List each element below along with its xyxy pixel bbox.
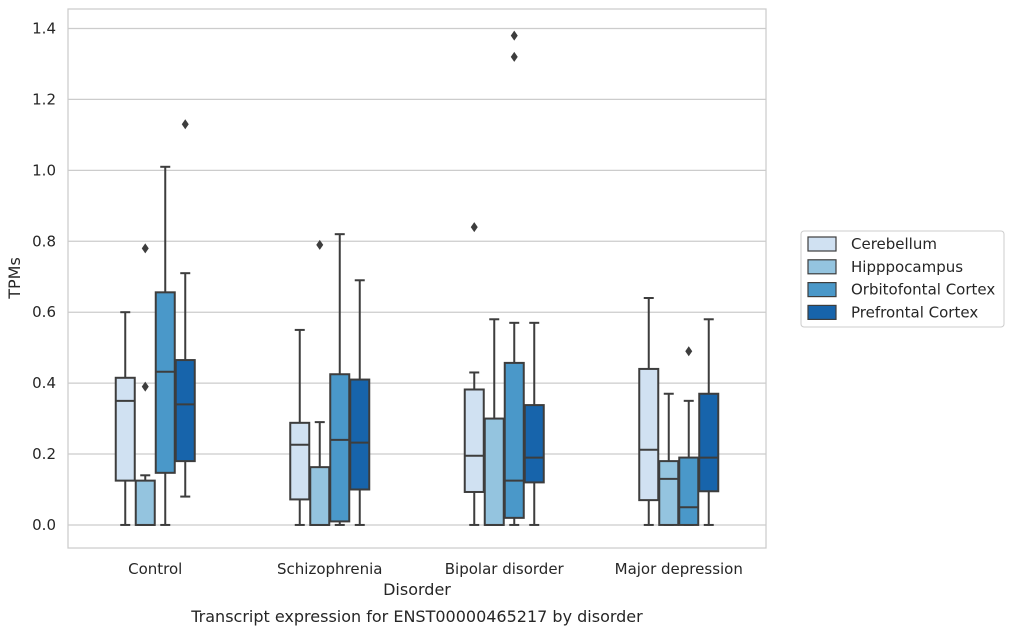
outlier-point xyxy=(181,119,189,130)
box xyxy=(698,392,720,493)
box xyxy=(349,378,371,491)
box xyxy=(114,376,136,482)
box xyxy=(329,373,351,523)
box xyxy=(174,359,196,463)
legend-label: Cerebellum xyxy=(851,235,937,253)
box xyxy=(523,404,545,484)
outlier-point xyxy=(141,243,149,254)
y-tick-label: 0.8 xyxy=(32,232,56,250)
plot-area-frame xyxy=(67,8,767,549)
y-axis-ticks: 0.0 0.2 0.4 0.6 0.8 1.0 1.2 1.4 xyxy=(32,20,56,534)
y-tick-label: 0.0 xyxy=(32,516,56,534)
box-group xyxy=(289,233,371,526)
box-groups xyxy=(114,30,720,526)
box xyxy=(463,388,485,493)
legend-swatch xyxy=(807,282,837,298)
box xyxy=(678,456,700,526)
box-group xyxy=(638,297,720,526)
y-tick-label: 1.4 xyxy=(32,20,56,38)
y-axis-title: TPMs xyxy=(5,257,24,300)
box xyxy=(134,479,156,526)
x-axis-title: Disorder xyxy=(383,580,451,599)
x-axis-ticks: Control Schizophrenia Bipolar disorder Majo… xyxy=(128,560,743,578)
outlier-point xyxy=(510,51,518,62)
box-group xyxy=(114,119,196,526)
y-tick-label: 1.2 xyxy=(32,90,56,108)
x-tick-label: Schizophrenia xyxy=(277,560,382,578)
box xyxy=(658,460,680,526)
legend-label: Prefrontal Cortex xyxy=(851,303,978,321)
box-group xyxy=(463,30,545,526)
x-tick-label: Major depression xyxy=(615,560,743,578)
outlier-point xyxy=(510,30,518,41)
box xyxy=(503,361,525,519)
box xyxy=(309,466,331,526)
legend-frame xyxy=(800,230,1005,328)
y-tick-label: 1.0 xyxy=(32,161,56,179)
legend-swatch xyxy=(807,259,837,275)
box xyxy=(154,291,176,474)
box xyxy=(483,417,505,526)
legend: Cerebellum Hipppocampus Orbitofontal Corte… xyxy=(800,230,1005,328)
legend-label: Orbitofontal Cortex xyxy=(851,281,995,299)
box xyxy=(638,367,660,502)
x-tick-label: Control xyxy=(128,560,182,578)
legend-label: Hipppocampus xyxy=(851,258,963,276)
x-tick-label: Bipolar disorder xyxy=(445,560,565,578)
outlier-point xyxy=(470,222,478,233)
outlier-point xyxy=(685,346,693,357)
outlier-point xyxy=(141,381,149,392)
legend-swatch xyxy=(807,236,837,252)
outlier-point xyxy=(316,239,324,250)
box xyxy=(289,421,311,501)
y-tick-label: 0.6 xyxy=(32,303,56,321)
y-tick-label: 0.2 xyxy=(32,445,56,463)
y-tick-label: 0.4 xyxy=(32,374,56,392)
chart-caption: Transcript expression for ENST0000046521… xyxy=(190,607,643,626)
legend-swatch xyxy=(807,304,837,320)
